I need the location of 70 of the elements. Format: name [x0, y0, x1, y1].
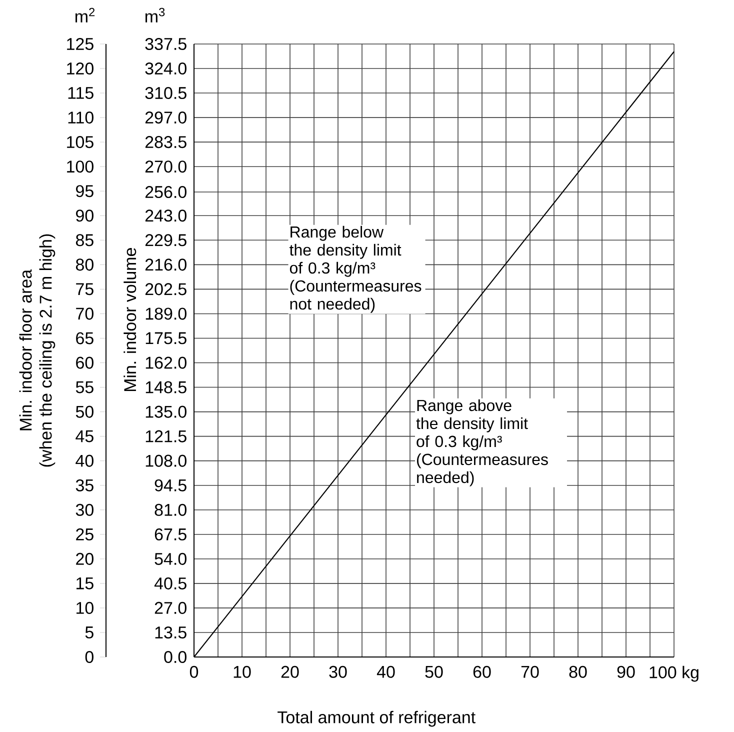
y-tick-label: 256.0 — [145, 186, 186, 198]
y2-tick-label: 90 — [76, 209, 94, 222]
y-axis-title: Min. indoor volume — [124, 248, 136, 391]
y2-tick-label: 45 — [76, 430, 94, 442]
y2-tick-label: 55 — [76, 381, 94, 394]
y-tick-label: 324.0 — [145, 62, 186, 74]
x-axis-title: Total amount of refrigerant — [278, 710, 476, 727]
y2-tick-label: 15 — [76, 577, 94, 590]
y-tick-label: 108.0 — [146, 454, 186, 467]
y-tick-label: 229.5 — [145, 234, 186, 246]
y2-tick-label: 100 — [67, 160, 94, 172]
y-tick-label: 40.5 — [154, 577, 186, 590]
y2-tick-label: 115 — [68, 86, 94, 99]
y-tick-label: 189.0 — [146, 308, 186, 320]
y-tick-label: 162.0 — [146, 356, 186, 369]
y2-tick-label: 35 — [76, 479, 94, 492]
x-tick-label: 80 — [569, 666, 587, 678]
y2-tick-label: 65 — [76, 332, 94, 344]
x-tick-label: 100 kg — [650, 666, 698, 682]
x-tick-label: 30 — [329, 666, 347, 678]
x-tick-label: 50 — [425, 666, 443, 678]
y2-tick-label: 95 — [76, 184, 94, 197]
y-tick-label: 121.5 — [146, 430, 186, 442]
x-tick-label: 10 — [234, 666, 251, 678]
y-tick-label: 0.0 — [164, 650, 186, 663]
y2-axis-title: Min. indoor floor area (when the ceiling is 2.7 m high) — [19, 234, 56, 466]
y2-tick-label: 10 — [76, 602, 94, 614]
y2-tick-label: 25 — [76, 528, 94, 540]
y-tick-label: 202.5 — [145, 282, 186, 296]
x-tick-label: 20 — [281, 666, 299, 678]
y-tick-label: 297.0 — [145, 111, 186, 124]
y-tick-label: 243.0 — [145, 209, 186, 222]
x-tick-label: 0 — [190, 666, 198, 678]
y2-tick-label: 5 — [85, 626, 94, 638]
y-tick-label: 337.5 — [145, 38, 186, 50]
y2-tick-label: 110 — [68, 111, 94, 124]
x-tick-label: 90 — [617, 666, 635, 678]
y-tick-label: 148.5 — [146, 381, 186, 394]
y-tick-label: 13.5 — [155, 626, 186, 638]
y-tick-label: 54.0 — [154, 552, 186, 565]
y-tick-label: 270.0 — [145, 160, 186, 172]
y-tick-label: 216.0 — [145, 258, 186, 271]
y-tick-label: 135.0 — [146, 406, 186, 418]
y-tick-label: 27.0 — [154, 602, 186, 614]
y-tick-label: 81.0 — [154, 504, 186, 516]
y2-tick-label: 120 — [67, 62, 94, 74]
x-tick-label: 40 — [376, 666, 395, 678]
y-tick-label: 67.5 — [154, 528, 186, 540]
x-tick-label: 60 — [473, 666, 491, 678]
y2-tick-label: 85 — [76, 234, 94, 246]
annotation: Range above the density limit of 0.3 kg/m³ (Countermeasures needed) — [416, 399, 548, 486]
y-tick-label: 310.5 — [145, 86, 186, 99]
y2-tick-label: 20 — [76, 552, 94, 565]
y2-tick-label: 75 — [76, 283, 94, 295]
y2-tick-label: 70 — [76, 308, 94, 320]
y2-tick-label: 125 — [67, 38, 94, 50]
annotation: Range below the density limit of 0.3 kg/m³ (Countermeasures not needed) — [290, 226, 422, 313]
y2-tick-label: 0 — [85, 650, 94, 663]
text: m$^{3}$ — [145, 8, 165, 22]
y-tick-label: 94.5 — [154, 479, 186, 492]
y-tick-label: 175.5 — [146, 332, 186, 344]
text: m$^{2}$ — [75, 8, 95, 22]
y2-tick-label: 60 — [76, 356, 94, 369]
x-tick-label: 70 — [521, 666, 539, 678]
y2-tick-label: 50 — [76, 406, 94, 418]
y2-tick-label: 80 — [76, 258, 94, 271]
y2-tick-label: 30 — [76, 504, 94, 516]
y2-tick-label: 40 — [76, 454, 94, 467]
y-tick-label: 283.5 — [145, 136, 186, 148]
y2-tick-label: 105 — [67, 136, 94, 148]
